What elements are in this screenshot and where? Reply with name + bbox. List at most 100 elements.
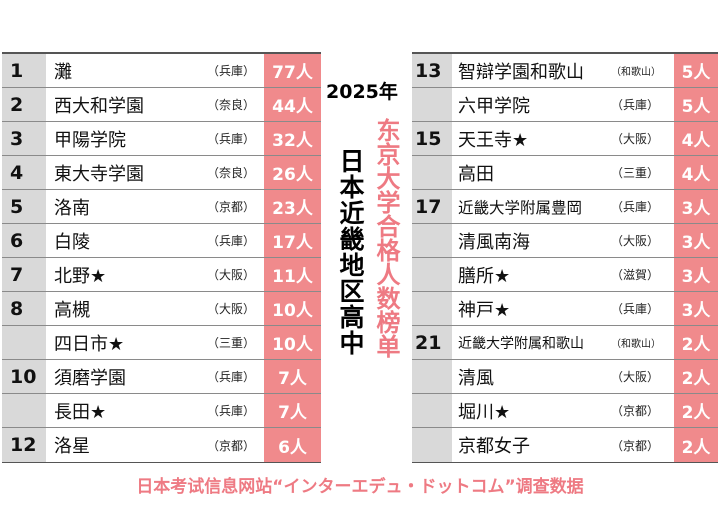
rank-cell: 5 bbox=[2, 190, 46, 223]
prefecture: （兵庫） bbox=[611, 302, 660, 316]
admission-count: 44人 bbox=[264, 88, 321, 121]
admission-count: 2人 bbox=[674, 394, 718, 427]
rank-cell: 1 bbox=[2, 54, 46, 87]
rank-cell bbox=[412, 224, 452, 257]
school-name: 北野★ bbox=[54, 265, 107, 287]
region-title: 日本近畿地区高中 bbox=[336, 148, 365, 356]
prefecture: （滋賀） bbox=[611, 268, 660, 282]
table-row: 17 近畿大学附属豊岡 （兵庫） 3人 bbox=[412, 190, 718, 224]
rank-cell bbox=[412, 88, 452, 121]
school-name: 京都女子 bbox=[458, 436, 530, 457]
rank-cell: 21 bbox=[412, 326, 452, 359]
admission-count: 23人 bbox=[264, 190, 321, 223]
school-name: 洛南 bbox=[54, 197, 90, 219]
prefecture: （大阪） bbox=[611, 132, 660, 146]
school-name: 高田 bbox=[458, 163, 494, 185]
prefecture: （兵庫） bbox=[207, 64, 256, 78]
school-name: 清風 bbox=[458, 367, 494, 389]
admission-count: 3人 bbox=[674, 190, 718, 223]
school-name: 近畿大学附属豊岡 bbox=[458, 198, 583, 217]
admission-count: 2人 bbox=[674, 326, 718, 359]
rank-cell bbox=[412, 428, 452, 462]
table-row: 10 須磨学園 （兵庫） 7人 bbox=[2, 360, 321, 394]
rank-cell bbox=[412, 156, 452, 189]
admission-count: 10人 bbox=[264, 326, 321, 359]
rank-cell: 4 bbox=[2, 156, 46, 189]
table-row: 1 灘 （兵庫） 77人 bbox=[2, 54, 321, 88]
school-name: 四日市★ bbox=[54, 333, 125, 355]
school-name: 長田★ bbox=[54, 401, 107, 423]
school-name: 堀川★ bbox=[458, 401, 511, 423]
admission-count: 17人 bbox=[264, 224, 321, 257]
rank-cell: 6 bbox=[2, 224, 46, 257]
prefecture: （兵庫） bbox=[207, 404, 256, 418]
prefecture: （大阪） bbox=[207, 302, 256, 316]
table-row: 神戸★ （兵庫） 3人 bbox=[412, 292, 718, 326]
admission-count: 4人 bbox=[674, 156, 718, 189]
table-row: 長田★ （兵庫） 7人 bbox=[2, 394, 321, 428]
admission-count: 7人 bbox=[264, 394, 321, 427]
source-footer: 日本考试信息网站“インターエデュ・ドットコム”调查数据 bbox=[136, 477, 584, 497]
table-row: 15 天王寺★ （大阪） 4人 bbox=[412, 122, 718, 156]
school-name: 東大寺学園 bbox=[54, 163, 144, 185]
admission-count: 32人 bbox=[264, 122, 321, 155]
prefecture: （大阪） bbox=[207, 268, 256, 282]
table-row: 6 白陵 （兵庫） 17人 bbox=[2, 224, 321, 258]
admission-count: 7人 bbox=[264, 360, 321, 393]
year-label: 2025年 bbox=[326, 81, 398, 103]
prefecture: （兵庫） bbox=[207, 370, 256, 384]
table-row: 21 近畿大学附属和歌山 （和歌山） 2人 bbox=[412, 326, 718, 360]
prefecture: （京都） bbox=[207, 438, 256, 453]
ranking-table-left: 1 灘（兵庫） 77人 2 西大和学園 （奈良） 44人 3 甲陽学院 （兵庫） 32人 4 東大… bbox=[2, 52, 321, 463]
table-row: 3 甲陽学院 （兵庫） 32人 bbox=[2, 122, 321, 156]
admission-count: 2人 bbox=[674, 360, 718, 393]
prefecture: （大阪） bbox=[611, 234, 660, 248]
admission-count: 2人 bbox=[674, 428, 718, 462]
rank-cell: 7 bbox=[2, 258, 46, 291]
prefecture: （和歌山） bbox=[611, 339, 661, 350]
prefecture: （京都） bbox=[207, 200, 256, 214]
rank-cell bbox=[2, 394, 46, 427]
admission-count: 26人 bbox=[264, 156, 321, 189]
rank-cell: 2 bbox=[2, 88, 46, 121]
rank-cell: 12 bbox=[2, 428, 46, 462]
admission-count: 3人 bbox=[674, 292, 718, 325]
school-name: 智辯学園和歌山 bbox=[458, 61, 584, 83]
rank-cell bbox=[2, 326, 46, 359]
table-row: 四日市★ （三重） 10人 bbox=[2, 326, 321, 360]
admission-count: 5人 bbox=[674, 88, 718, 121]
rank-cell: 8 bbox=[2, 292, 46, 325]
school-name: 近畿大学附属和歌山 bbox=[458, 335, 584, 352]
table-row: 六甲学院 （兵庫） 5人 bbox=[412, 88, 718, 122]
table-row: 京都女子 （京都） 2人 bbox=[412, 428, 718, 462]
rank-cell: 13 bbox=[412, 54, 452, 87]
rank-cell bbox=[412, 360, 452, 393]
prefecture: （大阪） bbox=[611, 370, 660, 384]
prefecture: （兵庫） bbox=[611, 200, 660, 214]
prefecture: （兵庫） bbox=[611, 98, 660, 112]
ranking-title: 东京大学合格人数榜单 bbox=[372, 118, 400, 358]
table-row: 7 北野★ （大阪） 11人 bbox=[2, 258, 321, 292]
prefecture: （奈良） bbox=[207, 166, 256, 180]
prefecture: （三重） bbox=[611, 166, 660, 180]
school-name: 甲陽学院 bbox=[54, 129, 126, 151]
rank-cell bbox=[412, 258, 452, 291]
table-row: 膳所★ （滋賀） 3人 bbox=[412, 258, 718, 292]
school-name: 白陵 bbox=[54, 231, 90, 253]
table-row: 清風南海 （大阪） 3人 bbox=[412, 224, 718, 258]
rank-cell: 10 bbox=[2, 360, 46, 393]
admission-count: 4人 bbox=[674, 122, 718, 155]
table-row: 高田 （三重） 4人 bbox=[412, 156, 718, 190]
table-row: 清風 （大阪） 2人 bbox=[412, 360, 718, 394]
school-name: 清風南海 bbox=[458, 231, 530, 253]
table-row: 13 智辯学園和歌山 （和歌山） 5人 bbox=[412, 54, 718, 88]
admission-count: 3人 bbox=[674, 258, 718, 291]
school-name: 西大和学園 bbox=[54, 95, 144, 117]
admission-count: 10人 bbox=[264, 292, 321, 325]
rank-cell bbox=[412, 292, 452, 325]
prefecture: （兵庫） bbox=[207, 234, 256, 248]
prefecture: （兵庫） bbox=[207, 132, 256, 146]
prefecture: （京都） bbox=[611, 404, 660, 418]
table-row: 12 洛星 （京都） 6人 bbox=[2, 428, 321, 462]
table-row: 堀川★ （京都） 2人 bbox=[412, 394, 718, 428]
